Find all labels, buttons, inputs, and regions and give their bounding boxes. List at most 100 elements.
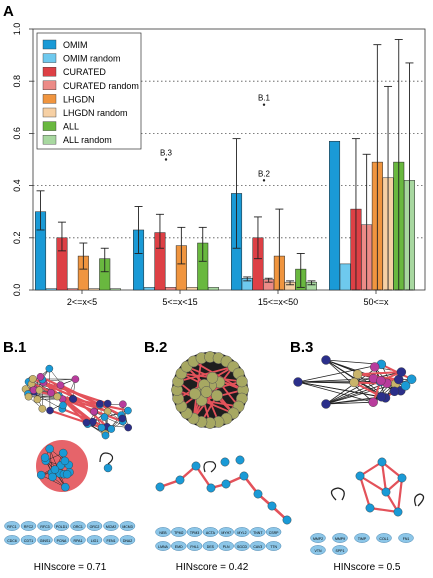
panel-label-a: A <box>3 3 14 20</box>
self-loop <box>203 461 217 473</box>
network-node <box>282 515 292 525</box>
self-loop <box>414 493 425 507</box>
isolated-node-label: MMP9 <box>335 537 345 541</box>
isolated-node-label: GINS1 <box>40 539 51 543</box>
annotation-label: B.3 <box>160 149 173 158</box>
network-edge-highlight <box>369 506 399 514</box>
legend-label: OMIM <box>63 40 88 50</box>
network-node <box>221 479 231 489</box>
isolated-node-label: TIMP <box>358 537 367 541</box>
isolated-node <box>37 535 53 545</box>
network-node <box>46 406 54 415</box>
network-edge-highlight <box>380 461 388 493</box>
self-loop <box>99 452 114 465</box>
hin-score-b3: HINscore = 0.5 <box>334 562 401 573</box>
network-node <box>118 414 127 423</box>
network-node <box>235 455 245 465</box>
isolated-node-label: MYH7 <box>221 531 231 535</box>
isolated-node-label: LMNA <box>158 545 168 549</box>
network-node <box>24 392 33 401</box>
network-edge-highlight <box>396 477 404 513</box>
isolated-node-label: RFC2 <box>24 525 33 529</box>
isolated-node <box>310 545 326 555</box>
isolated-node-label: DES <box>207 545 215 549</box>
isolated-node <box>20 535 37 545</box>
isolated-node <box>234 541 250 551</box>
network-edge <box>122 404 129 428</box>
network-node <box>100 413 109 421</box>
isolated-node-label: TNNT <box>253 531 263 535</box>
network-node <box>220 457 230 467</box>
network-node <box>62 470 72 479</box>
network-node <box>124 406 132 415</box>
network-edge <box>201 399 239 408</box>
network-edge <box>177 365 234 383</box>
network-edge <box>325 381 381 405</box>
isolated-node-label: NEB <box>159 531 167 535</box>
isolated-node-label: TPM2 <box>174 531 183 535</box>
network-node <box>61 482 70 492</box>
isolated-node-label: ORC2 <box>90 525 100 529</box>
network-node <box>59 401 67 410</box>
y-tick-label: 0.2 <box>12 232 22 245</box>
network-node <box>365 503 375 513</box>
isolated-node-label: ACTA <box>206 531 216 535</box>
network-node <box>189 387 201 400</box>
network-edge <box>297 363 382 383</box>
isolated-node-label: RFC1 <box>7 525 16 529</box>
isolated-node <box>53 535 70 545</box>
legend-swatch <box>42 53 57 63</box>
isolated-node <box>155 527 171 537</box>
y-tick-label: 1.0 <box>12 23 22 36</box>
isolated-node-label: LIG1 <box>91 539 99 543</box>
network-node <box>155 482 165 492</box>
network-node <box>90 407 98 416</box>
isolated-node <box>265 527 282 537</box>
legend-swatch <box>42 80 57 91</box>
network-node <box>206 483 216 493</box>
isolated-node-label: EMD <box>175 545 183 549</box>
isolated-node <box>70 535 86 545</box>
isolated-node-label: CDC6 <box>7 539 17 543</box>
network-node <box>393 507 403 517</box>
network-node <box>103 463 113 473</box>
network-node <box>376 375 386 386</box>
network-edge <box>41 474 66 488</box>
network-node <box>321 399 331 409</box>
network-edge-highlight <box>358 475 372 509</box>
legend-label: OMIM random <box>63 54 121 64</box>
x-tick-label: 50<=x <box>363 297 389 307</box>
network-node <box>175 475 185 485</box>
legend-label: CURATED random <box>63 81 139 91</box>
network-node <box>400 381 411 391</box>
network-node <box>56 381 65 389</box>
isolated-node <box>103 521 119 531</box>
network-edge <box>325 401 374 405</box>
isolated-node-label: FN1 <box>403 537 410 541</box>
isolated-node <box>171 541 187 551</box>
network-node <box>71 375 80 383</box>
network-edge <box>297 381 374 403</box>
network-node <box>69 395 78 403</box>
network-node <box>200 386 213 398</box>
isolated-node <box>155 541 171 551</box>
network-edge <box>104 416 129 428</box>
isolated-node <box>332 545 348 555</box>
y-tick-label: 0.8 <box>12 75 22 88</box>
isolated-node <box>234 527 250 537</box>
network-node <box>381 487 391 497</box>
network-node <box>396 367 407 377</box>
isolated-node <box>4 535 20 545</box>
isolated-node <box>265 541 282 551</box>
bar-all-random <box>109 288 121 291</box>
isolated-node <box>398 533 414 543</box>
network-node <box>377 457 387 467</box>
bar-curated-random <box>67 288 79 291</box>
bar-omim-random <box>143 287 155 291</box>
network-node <box>206 371 219 384</box>
network-node <box>89 417 97 426</box>
network-node <box>53 392 62 401</box>
network-node <box>406 374 417 384</box>
network-node <box>33 395 42 404</box>
isolated-node-label: POLD1 <box>56 525 68 529</box>
